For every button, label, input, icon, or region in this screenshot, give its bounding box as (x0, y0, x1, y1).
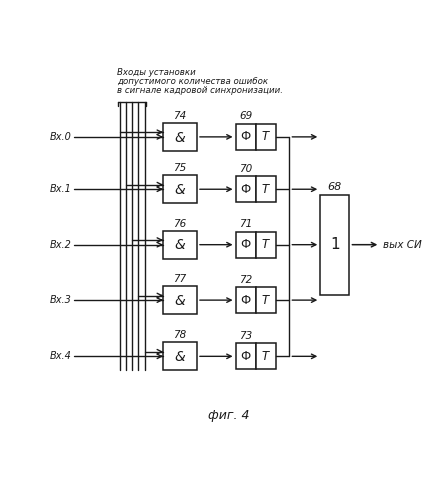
Text: 68: 68 (328, 182, 342, 192)
Text: в сигнале кадровой синхронизации.: в сигнале кадровой синхронизации. (117, 86, 283, 95)
Text: 77: 77 (173, 274, 187, 284)
Text: &: & (175, 350, 186, 364)
Text: Вх.2: Вх.2 (50, 240, 71, 250)
Text: T: T (262, 350, 269, 363)
Text: &: & (175, 239, 186, 252)
Text: Вх.3: Вх.3 (50, 295, 71, 305)
Text: вых СИ: вых СИ (383, 240, 421, 250)
Text: 72: 72 (239, 275, 252, 285)
Text: Ф: Ф (240, 350, 251, 363)
Bar (163, 342, 197, 370)
Text: &: & (175, 131, 186, 145)
Text: допустимого количества ошибок: допустимого количества ошибок (117, 77, 268, 86)
Text: T: T (262, 238, 269, 251)
Bar (235, 124, 256, 150)
Text: Вх.0: Вх.0 (50, 132, 71, 142)
Text: 74: 74 (173, 111, 187, 121)
Text: Ф: Ф (240, 293, 251, 306)
Text: 71: 71 (239, 219, 252, 229)
Bar (235, 176, 256, 202)
Bar (235, 232, 256, 258)
Text: 70: 70 (239, 164, 252, 174)
Text: Вх.4: Вх.4 (50, 351, 71, 361)
Text: Входы установки: Входы установки (117, 67, 196, 76)
Text: T: T (262, 130, 269, 143)
Bar (320, 195, 350, 295)
Text: &: & (175, 183, 186, 197)
Text: Ф: Ф (240, 183, 251, 196)
Text: 69: 69 (239, 111, 252, 121)
Bar (163, 231, 197, 258)
Text: Ф: Ф (240, 238, 251, 251)
Bar (256, 343, 276, 369)
Text: Вх.1: Вх.1 (50, 184, 71, 194)
Text: &: & (175, 294, 186, 308)
Text: 76: 76 (173, 219, 187, 229)
Bar (235, 287, 256, 313)
Text: 75: 75 (173, 163, 187, 173)
Text: Ф: Ф (240, 130, 251, 143)
Bar (256, 232, 276, 258)
Bar (163, 286, 197, 314)
Bar (256, 124, 276, 150)
Text: 1: 1 (330, 237, 340, 252)
Bar (256, 287, 276, 313)
Text: T: T (262, 293, 269, 306)
Text: 73: 73 (239, 331, 252, 341)
Bar (256, 176, 276, 202)
Bar (163, 175, 197, 203)
Text: фиг. 4: фиг. 4 (208, 409, 249, 422)
Text: T: T (262, 183, 269, 196)
Text: 78: 78 (173, 330, 187, 340)
Bar (163, 123, 197, 151)
Bar (235, 343, 256, 369)
